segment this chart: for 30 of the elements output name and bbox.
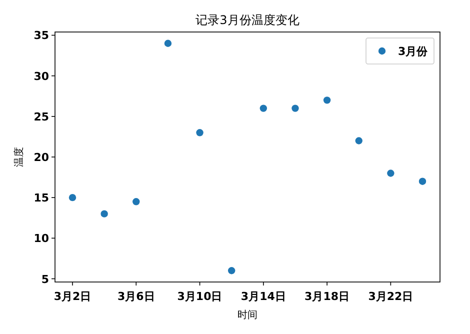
x-tick-label: 3月10日 (177, 290, 222, 303)
x-tick-label: 3月22日 (368, 290, 414, 303)
point (228, 267, 236, 274)
point (323, 96, 331, 104)
x-axis-title: 时间 (238, 309, 258, 321)
y-tick-label: 15 (34, 192, 49, 205)
legend-label: 3月份 (398, 45, 429, 58)
point (355, 137, 362, 144)
point (100, 210, 108, 218)
x-tick-label: 3月18日 (304, 290, 350, 303)
point (387, 170, 394, 177)
x-tick-label: 3月14日 (240, 290, 286, 303)
point (418, 178, 426, 185)
y-tick-label: 5 (41, 272, 49, 286)
y-tick-label: 35 (34, 29, 49, 42)
y-tick-label: 25 (34, 110, 49, 124)
y-tick-label: 30 (34, 70, 50, 83)
point (132, 198, 140, 206)
x-tick-label: 3月6日 (117, 290, 155, 303)
chart-title: 记录3月份温度变化 (196, 13, 300, 27)
y-axis-title: 温度 (13, 147, 25, 167)
point (292, 104, 299, 112)
point (164, 40, 172, 47)
y-tick-label: 10 (34, 232, 50, 246)
y-tick-label: 20 (34, 151, 50, 164)
legend: 3月份 (366, 38, 434, 64)
x-tick-label: 3月2日 (54, 290, 92, 303)
point (260, 104, 268, 112)
point (196, 129, 204, 136)
point (68, 194, 76, 202)
